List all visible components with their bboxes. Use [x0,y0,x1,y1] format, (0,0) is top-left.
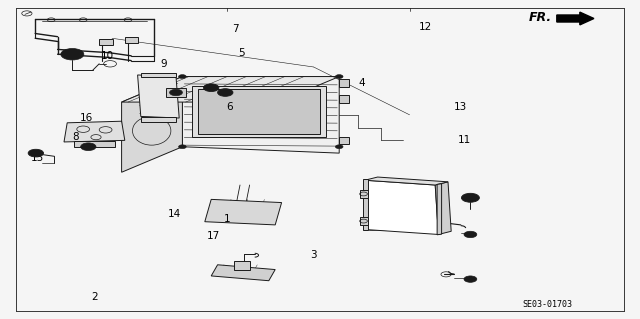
Polygon shape [437,184,442,235]
Text: 2: 2 [92,292,98,302]
Text: 13: 13 [454,102,467,112]
Text: 14: 14 [168,209,180,219]
Text: 3: 3 [310,250,317,260]
Circle shape [335,75,343,78]
Text: 8: 8 [72,132,79,142]
Polygon shape [435,182,451,234]
Text: 5: 5 [239,48,245,58]
Text: 15: 15 [31,153,44,163]
Bar [198,89,320,134]
Circle shape [179,145,186,149]
Circle shape [335,145,343,149]
Bar [360,217,368,225]
Bar [339,79,349,87]
Text: SE03-01703: SE03-01703 [523,300,573,309]
Polygon shape [122,77,339,102]
Circle shape [81,143,96,151]
Bar [141,73,176,77]
Circle shape [204,84,219,92]
Text: 1: 1 [224,213,230,224]
Polygon shape [64,121,125,142]
Circle shape [461,193,479,202]
Bar [339,95,349,103]
Text: 6: 6 [226,102,232,112]
Bar [166,88,186,97]
Polygon shape [182,77,339,153]
Polygon shape [138,75,179,118]
Circle shape [61,48,84,60]
Bar [360,190,368,198]
Bar [141,117,176,122]
Text: 9: 9 [160,59,166,69]
Text: 4: 4 [358,78,365,88]
Text: 12: 12 [419,22,432,32]
Bar [99,39,113,45]
Bar [192,86,326,137]
Circle shape [170,89,182,96]
Circle shape [464,276,477,282]
Circle shape [218,89,233,96]
Polygon shape [365,177,448,185]
Text: 7: 7 [232,24,239,34]
Text: 17: 17 [207,231,220,241]
Bar [339,137,349,144]
Circle shape [464,231,477,238]
Text: 16: 16 [80,113,93,123]
Polygon shape [211,265,275,281]
Circle shape [33,152,39,155]
Polygon shape [205,199,282,225]
Polygon shape [365,180,438,234]
Bar [125,37,138,43]
Text: 11: 11 [458,135,470,145]
Polygon shape [363,179,368,230]
FancyArrow shape [557,12,594,25]
Polygon shape [122,77,182,172]
Bar [74,141,115,147]
Bar [234,261,250,270]
Circle shape [84,145,92,149]
Text: FR.: FR. [529,11,552,24]
Circle shape [179,75,186,78]
Text: 10: 10 [101,51,114,61]
Circle shape [28,149,44,157]
